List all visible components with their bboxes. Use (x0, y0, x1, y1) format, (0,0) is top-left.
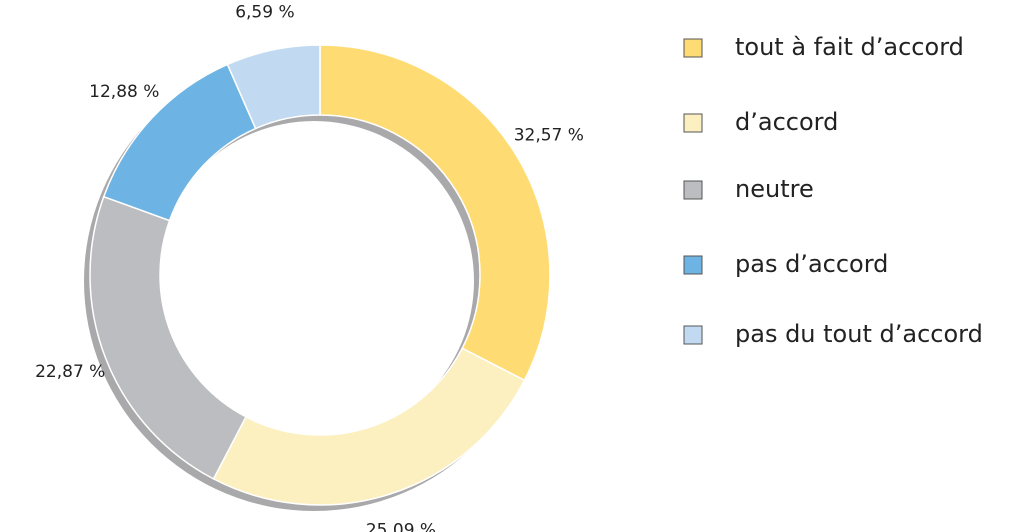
legend-label: tout à fait d’accord (735, 33, 964, 61)
donut-segment (319, 44, 551, 382)
legend-swatch (683, 255, 703, 275)
legend-swatch (683, 113, 703, 133)
value-label: 6,59 % (235, 3, 294, 23)
value-label: 12,88 % (89, 82, 159, 102)
legend-label: pas du tout d’accord (735, 320, 983, 348)
donut-segment (212, 347, 526, 506)
value-label: 22,87 % (35, 362, 105, 382)
value-label: 32,57 % (514, 125, 584, 145)
legend-swatch (683, 325, 703, 345)
value-label: 25,09 % (366, 520, 436, 532)
legend-label: pas d’accord (735, 250, 888, 278)
legend-swatch (683, 180, 703, 200)
donut-segment (89, 195, 247, 480)
legend-label: neutre (735, 175, 814, 203)
legend-swatch (683, 38, 703, 58)
legend-label: d’accord (735, 108, 838, 136)
donut-segment (226, 44, 321, 130)
